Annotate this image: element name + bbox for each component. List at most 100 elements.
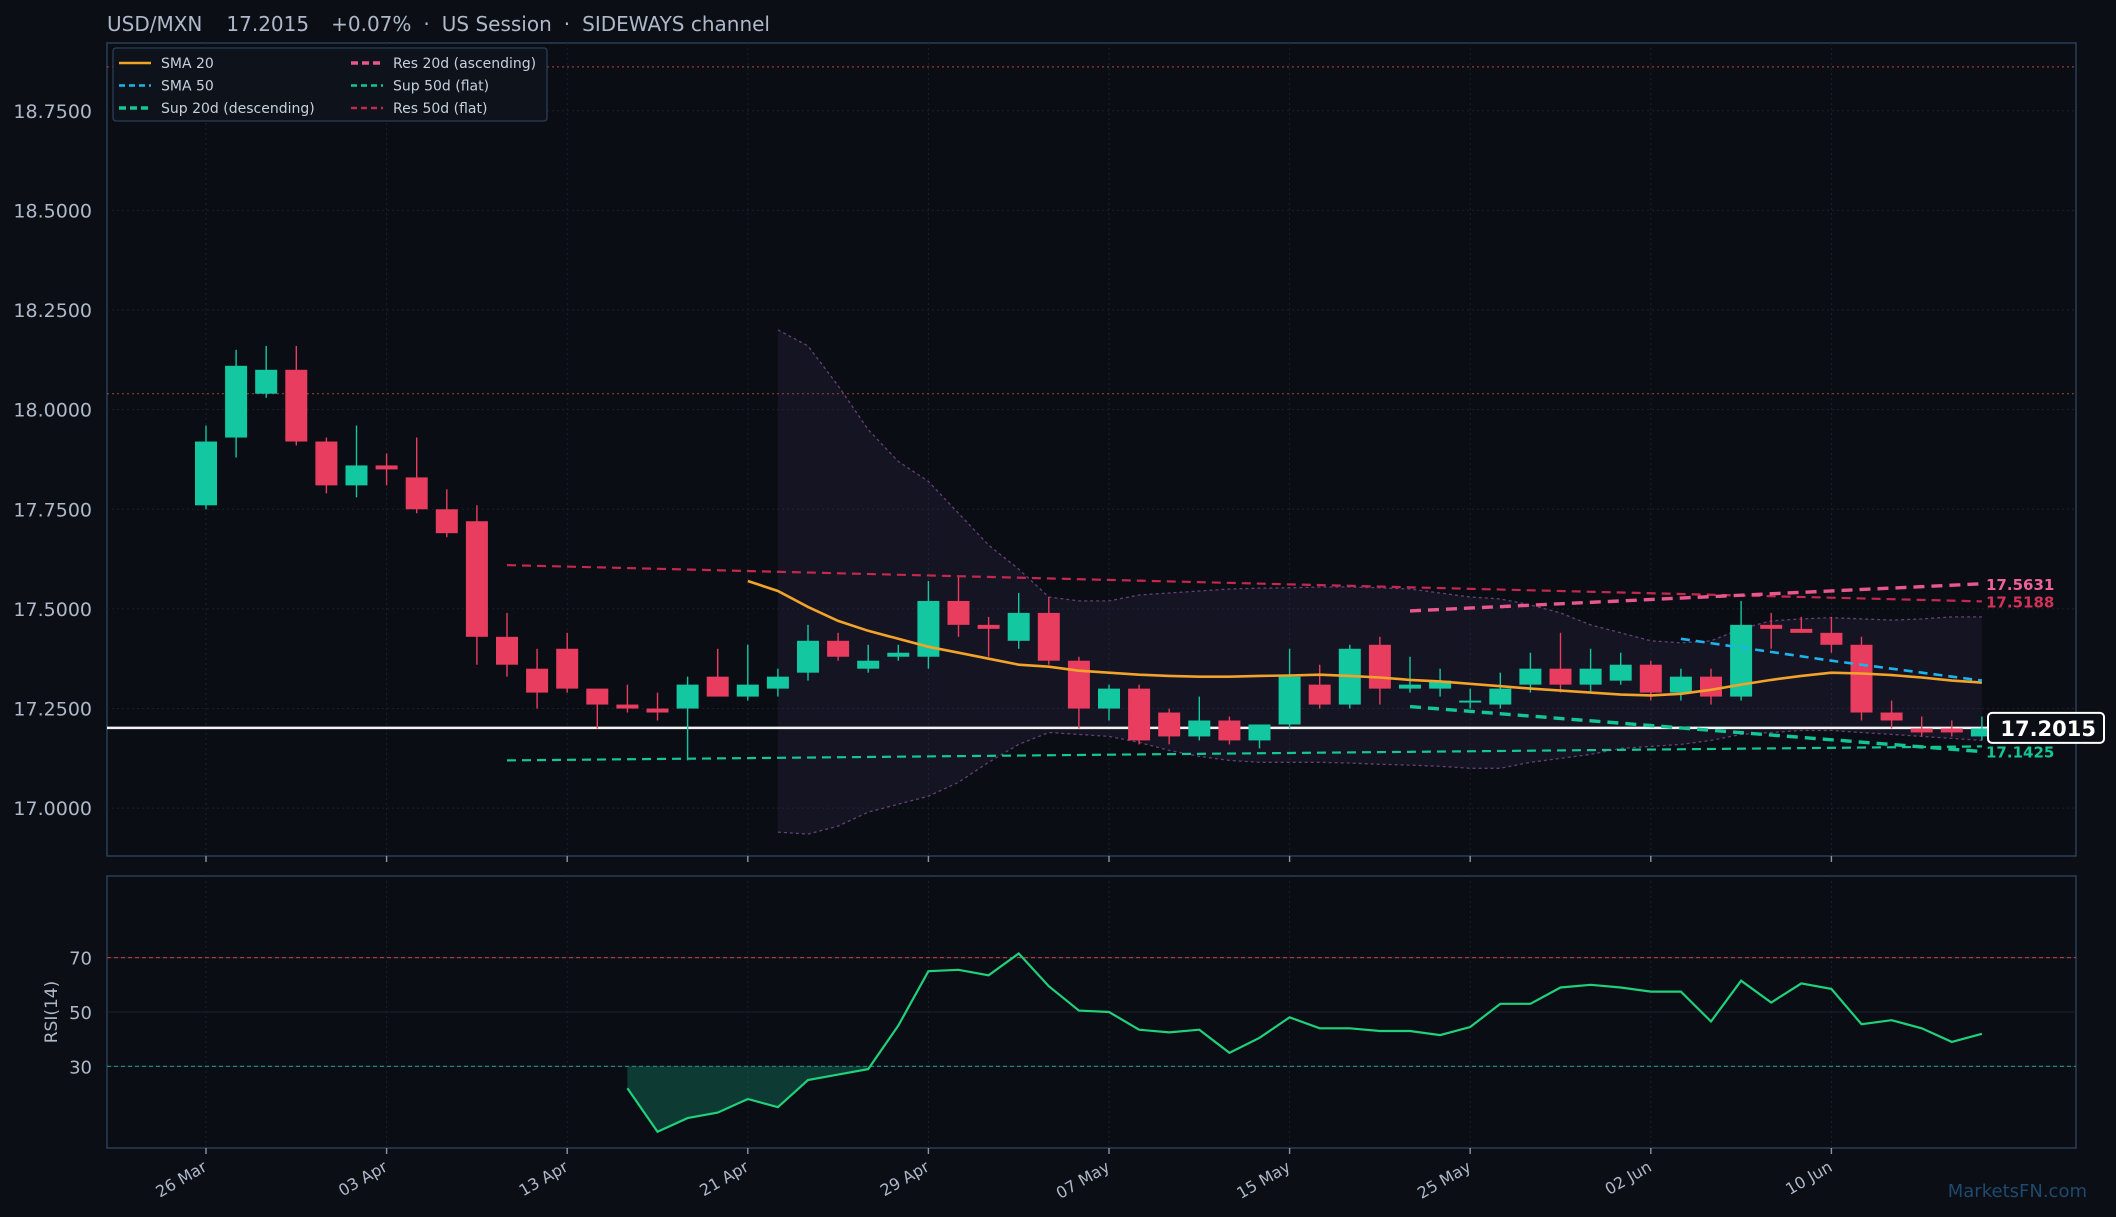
candle-body-down [405, 477, 428, 510]
price-y-tick-label: 18.0000 [13, 400, 92, 422]
chart-header: USD/MXN 17.2015 +0.07% · US Session · SIDEWAYS… [107, 12, 770, 36]
candle-body-up [736, 684, 759, 697]
resistance-50d-line [506, 564, 1982, 603]
candle-body-down [1910, 728, 1933, 733]
rsi-y-tick-label: 50 [69, 1003, 92, 1024]
header-session: US Session [442, 12, 552, 36]
candle-body-up [1730, 624, 1753, 697]
candle-body-down [586, 688, 609, 705]
header-price: 17.2015 [226, 12, 309, 36]
candle-body-up [1188, 720, 1211, 737]
candle-body-up [1519, 668, 1542, 685]
candle-body-up [255, 369, 278, 394]
candle-body-up [195, 441, 217, 506]
header-change: +0.07% [331, 12, 411, 36]
level-value-label: 17.5631 [1986, 576, 2054, 594]
candle-body-up [766, 676, 789, 689]
candle-body-down [1128, 688, 1151, 741]
price-y-tick-label: 17.0000 [13, 798, 92, 820]
price-panel-frame [106, 42, 2077, 857]
candle-body-down [616, 704, 639, 709]
price-y-tick-label: 17.5000 [13, 599, 92, 621]
candle-body-up [1579, 668, 1602, 685]
rsi-panel: 30 50 70 RSI(14) [42, 875, 2077, 1149]
candle-body-up [1399, 684, 1421, 689]
candle-body-down [1850, 644, 1873, 713]
legend: SMA 20 SMA 50 Sup 20d (descending) Res 20d … [112, 47, 548, 122]
rsi-y-axis-label: RSI(14) [42, 981, 62, 1044]
candle-body-down [465, 521, 488, 637]
header-symbol: USD/MXN [107, 12, 202, 36]
candle-body-up [1429, 680, 1452, 689]
candle-body-down [1368, 644, 1391, 689]
legend-entry-label: Res 50d (flat) [393, 101, 487, 117]
price-y-tick-label: 18.5000 [13, 200, 92, 222]
candle-body-up [1278, 676, 1301, 725]
price-y-tick-label: 18.7500 [13, 101, 92, 123]
candle-body-down [977, 624, 1000, 629]
price-tag-label: 17.2015 [2000, 717, 2096, 741]
price-y-tick-label: 18.2500 [13, 300, 92, 322]
candle-body-down [1880, 712, 1903, 721]
rsi-y-tick-label: 30 [69, 1057, 92, 1078]
candle-body-up [225, 365, 248, 438]
support-20d-line [1409, 704, 1983, 754]
candle-body-down [375, 465, 398, 470]
level-value-label: 17.5188 [1986, 593, 2054, 611]
candle-body-down [1218, 720, 1241, 741]
candle-body-down [1639, 664, 1662, 693]
candle-body-up [1459, 700, 1482, 703]
candle-body-up [1970, 728, 1993, 737]
sma50-line [1680, 637, 1983, 682]
channel-band-upper [777, 329, 1982, 644]
price-y-tick-label: 17.2500 [13, 699, 92, 721]
candle-body-down [556, 648, 579, 689]
price-tag-box [1987, 711, 2105, 744]
candle-body-down [1760, 624, 1783, 629]
candle-body-up [1669, 676, 1692, 693]
legend-frame [112, 47, 548, 122]
candle-body-down [1158, 712, 1181, 737]
candle-body-up [676, 684, 699, 709]
candle-body-up [917, 600, 940, 657]
support-50d-line [506, 745, 1982, 762]
legend-entry-label: SMA 20 [161, 56, 214, 72]
header-separator-1: · [423, 12, 429, 36]
candle-body-down [285, 369, 308, 442]
legend-entry-label: Res 20d (ascending) [393, 56, 536, 72]
candle-body-up [345, 465, 368, 486]
legend-entry-label: Sup 20d (descending) [161, 101, 315, 117]
candle-body-down [1820, 632, 1843, 645]
candle-body-down [1067, 660, 1090, 709]
candle-body-down [496, 636, 518, 665]
candle-body-down [1549, 668, 1572, 685]
header-separator-2: · [564, 12, 570, 36]
price-panel: 17.0000 17.2500 17.5000 17.7500 18.0000 18.25… [13, 42, 2105, 857]
candle-body-up [1007, 612, 1030, 641]
legend-entry-label: Sup 50d (flat) [393, 79, 489, 95]
candle-body-up [857, 660, 880, 669]
candle-body-down [1700, 676, 1722, 697]
watermark: MarketsFN.com [1948, 1181, 2087, 1202]
legend-entry-label: SMA 50 [161, 79, 214, 95]
candle-body-up [797, 640, 819, 673]
candle-body-down [827, 640, 850, 657]
level-value-label: 17.1425 [1986, 743, 2054, 761]
candle-body-up [1098, 688, 1120, 709]
candle-body-up [1248, 724, 1271, 741]
resistance-20d-line [1409, 582, 1982, 613]
candle-body-down [1308, 684, 1331, 705]
candle-body-down [315, 441, 338, 486]
rsi-line [626, 952, 1983, 1134]
candle-body-down [1037, 612, 1060, 661]
candle-body-up [1609, 664, 1632, 681]
candle-body-down [646, 708, 669, 713]
candle-body-down [706, 676, 729, 697]
candle-body-up [887, 652, 910, 657]
candle-body-down [435, 509, 458, 534]
header-pattern: SIDEWAYS channel [582, 12, 770, 36]
sma20-line [747, 579, 1982, 697]
rsi-y-tick-label: 70 [69, 949, 92, 970]
candle-body-up [1489, 688, 1512, 705]
